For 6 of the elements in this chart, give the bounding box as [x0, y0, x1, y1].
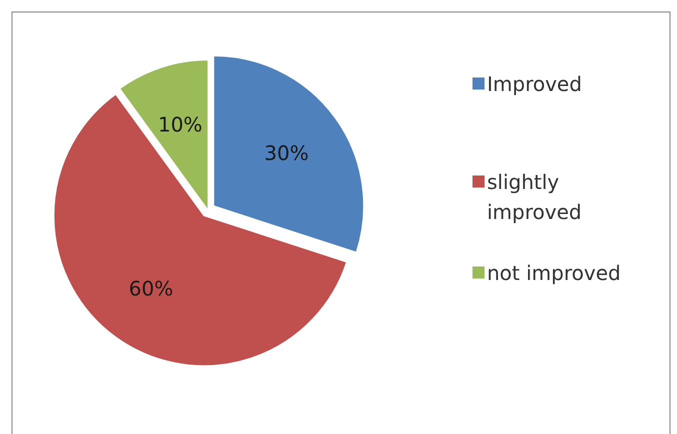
data-label: 60%	[128, 276, 174, 300]
data-label: 30%	[264, 140, 309, 165]
data-label: 10%	[158, 112, 202, 136]
legend-label: slightly improved	[487, 170, 582, 224]
legend-label: Improved	[487, 72, 582, 96]
legend-label: not improved	[487, 261, 621, 285]
